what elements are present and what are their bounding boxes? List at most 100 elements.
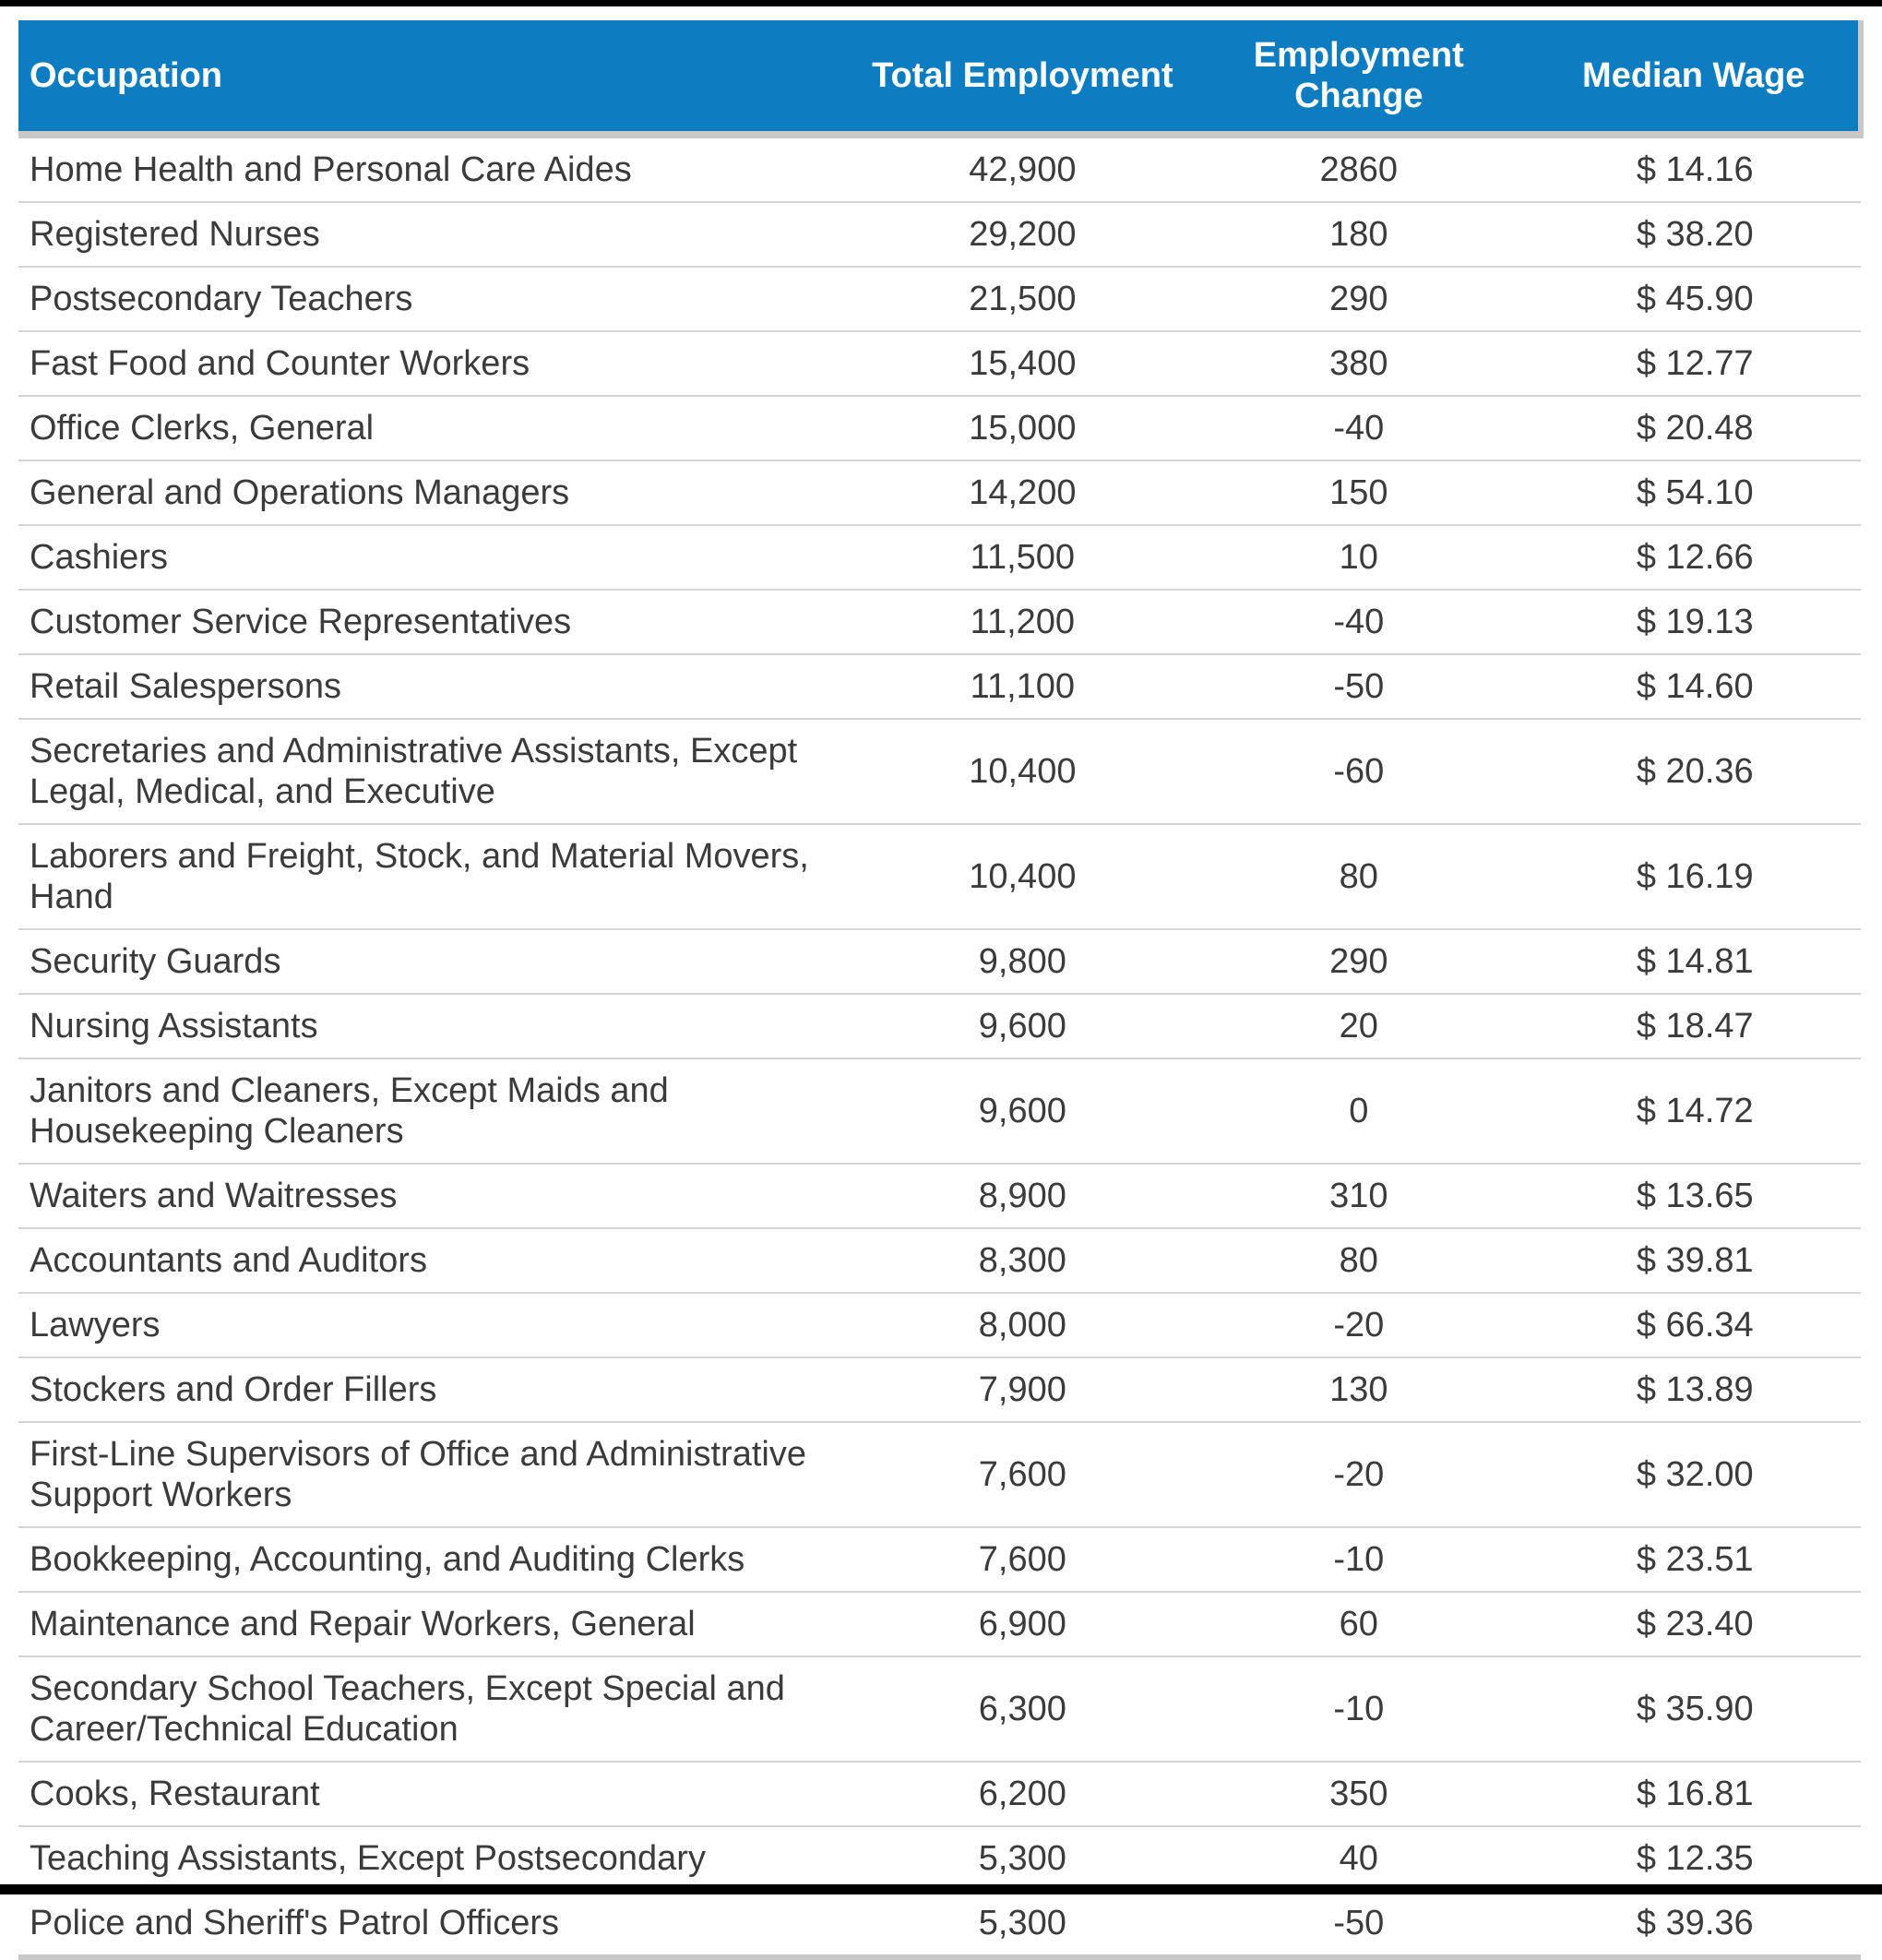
table-header: Occupation Total Employment Employment C…: [18, 20, 1864, 138]
occupation-cell: Cashiers: [18, 524, 857, 590]
median-wage-cell: $ 13.65: [1529, 1163, 1861, 1228]
employment-change-cell: -40: [1188, 589, 1530, 654]
total-employment-cell: 6,200: [856, 1761, 1189, 1826]
employment-change-cell: -60: [1188, 718, 1530, 824]
table-row: Nursing Assistants 9,600 20 $ 18.47: [18, 993, 1861, 1058]
occupation-cell: Cooks, Restaurant: [18, 1761, 857, 1826]
total-employment-cell: 9,600: [856, 1058, 1189, 1164]
employment-change-cell: -20: [1188, 1421, 1530, 1527]
total-employment-cell: 6,900: [856, 1591, 1189, 1656]
table-row: Bookkeeping, Accounting, and Auditing Cl…: [18, 1526, 1861, 1592]
median-wage-cell: $ 16.81: [1529, 1761, 1861, 1826]
table-body: Home Health and Personal Care Aides 42,90…: [18, 135, 1861, 1960]
median-wage-cell: $ 45.90: [1529, 266, 1861, 331]
employment-change-cell: 290: [1188, 928, 1530, 994]
employment-change-cell: -50: [1188, 1890, 1530, 1960]
table-row: Accountants and Auditors 8,300 80 $ 39.81: [18, 1227, 1861, 1293]
median-wage-cell: $ 35.90: [1529, 1655, 1861, 1762]
occupation-cell: Customer Service Representatives: [18, 589, 857, 654]
total-employment-cell: 21,500: [856, 266, 1189, 331]
median-wage-cell: $ 23.40: [1529, 1591, 1861, 1656]
total-employment-cell: 6,300: [856, 1655, 1189, 1762]
median-wage-cell: $ 14.81: [1529, 928, 1861, 994]
total-employment-cell: 42,900: [856, 135, 1189, 202]
total-employment-cell: 11,200: [856, 589, 1189, 654]
occupation-cell: Secretaries and Administrative Assistant…: [18, 718, 857, 824]
occupation-cell: Office Clerks, General: [18, 395, 857, 460]
employment-change-cell: 60: [1188, 1591, 1530, 1656]
table-row: Cooks, Restaurant 6,200 350 $ 16.81: [18, 1761, 1861, 1826]
occupation-cell: Secondary School Teachers, Except Specia…: [18, 1655, 857, 1762]
occupations-table: Occupation Total Employment Employment C…: [18, 20, 1864, 1960]
table-row: Secretaries and Administrative Assistant…: [18, 718, 1861, 824]
table-row: Postsecondary Teachers 21,500 290 $ 45.90: [18, 266, 1861, 331]
table-row: Cashiers 11,500 10 $ 12.66: [18, 524, 1861, 590]
total-employment-cell: 11,500: [856, 524, 1189, 590]
total-employment-cell: 9,600: [856, 993, 1189, 1058]
total-employment-cell: 15,000: [856, 395, 1189, 460]
occupation-cell: Registered Nurses: [18, 201, 857, 267]
table-row: Office Clerks, General 15,000 -40 $ 20.48: [18, 395, 1861, 460]
median-wage-cell: $ 12.35: [1529, 1825, 1861, 1891]
employment-change-cell: 2860: [1188, 135, 1530, 202]
table-row: Customer Service Representatives 11,200 -4…: [18, 589, 1861, 654]
total-employment-cell: 10,400: [856, 823, 1189, 929]
table-row: Police and Sheriff's Patrol Officers 5,30…: [18, 1890, 1861, 1960]
employment-change-cell: -20: [1188, 1292, 1530, 1357]
table-row: Retail Salespersons 11,100 -50 $ 14.60: [18, 653, 1861, 719]
table-row: Home Health and Personal Care Aides 42,90…: [18, 135, 1861, 202]
employment-change-cell: 180: [1188, 201, 1530, 267]
median-wage-cell: $ 19.13: [1529, 589, 1861, 654]
total-employment-cell: 8,000: [856, 1292, 1189, 1357]
occupation-cell: Teaching Assistants, Except Postsecondar…: [18, 1825, 857, 1891]
median-wage-cell: $ 14.16: [1529, 135, 1861, 202]
table-row: Fast Food and Counter Workers 15,400 380 $ …: [18, 330, 1861, 396]
employment-change-cell: -50: [1188, 653, 1530, 719]
column-header-employment-change: Employment Change: [1188, 20, 1530, 138]
occupation-cell: Bookkeeping, Accounting, and Auditing Cl…: [18, 1526, 857, 1592]
top-black-bar: [0, 0, 1882, 6]
median-wage-cell: $ 14.60: [1529, 653, 1861, 719]
median-wage-cell: $ 66.34: [1529, 1292, 1861, 1357]
total-employment-cell: 5,300: [856, 1890, 1189, 1960]
occupation-cell: General and Operations Managers: [18, 460, 857, 525]
column-header-occupation: Occupation: [18, 20, 857, 138]
total-employment-cell: 11,100: [856, 653, 1189, 719]
occupation-cell: Stockers and Order Fillers: [18, 1356, 857, 1422]
employment-change-cell: 290: [1188, 266, 1530, 331]
column-header-median-wage: Median Wage: [1529, 20, 1864, 138]
total-employment-cell: 7,600: [856, 1526, 1189, 1592]
employment-change-cell: -10: [1188, 1655, 1530, 1762]
median-wage-cell: $ 18.47: [1529, 993, 1861, 1058]
median-wage-cell: $ 20.48: [1529, 395, 1861, 460]
total-employment-cell: 10,400: [856, 718, 1189, 824]
employment-change-cell: 350: [1188, 1761, 1530, 1826]
occupation-cell: Maintenance and Repair Workers, General: [18, 1591, 857, 1656]
total-employment-cell: 8,900: [856, 1163, 1189, 1228]
occupation-cell: Nursing Assistants: [18, 993, 857, 1058]
occupation-cell: Police and Sheriff's Patrol Officers: [18, 1890, 857, 1960]
employment-change-cell: -40: [1188, 395, 1530, 460]
occupation-cell: Lawyers: [18, 1292, 857, 1357]
occupation-cell: Fast Food and Counter Workers: [18, 330, 857, 396]
table-row: Secondary School Teachers, Except Specia…: [18, 1655, 1861, 1762]
median-wage-cell: $ 38.20: [1529, 201, 1861, 267]
total-employment-cell: 7,600: [856, 1421, 1189, 1527]
occupation-cell: Waiters and Waitresses: [18, 1163, 857, 1228]
occupation-cell: Home Health and Personal Care Aides: [18, 135, 857, 202]
employment-change-cell: 0: [1188, 1058, 1530, 1164]
total-employment-cell: 7,900: [856, 1356, 1189, 1422]
table-row: General and Operations Managers 14,200 150…: [18, 460, 1861, 525]
occupation-cell: First-Line Supervisors of Office and Adm…: [18, 1421, 857, 1527]
employment-change-cell: 40: [1188, 1825, 1530, 1891]
occupation-cell: Security Guards: [18, 928, 857, 994]
occupation-cell: Janitors and Cleaners, Except Maids and …: [18, 1058, 857, 1164]
employment-change-cell: 130: [1188, 1356, 1530, 1422]
median-wage-cell: $ 14.72: [1529, 1058, 1861, 1164]
table-row: First-Line Supervisors of Office and Adm…: [18, 1421, 1861, 1527]
employment-change-cell: 10: [1188, 524, 1530, 590]
employment-change-cell: -10: [1188, 1526, 1530, 1592]
median-wage-cell: $ 12.77: [1529, 330, 1861, 396]
bottom-black-bar: [0, 1884, 1882, 1894]
total-employment-cell: 5,300: [856, 1825, 1189, 1891]
